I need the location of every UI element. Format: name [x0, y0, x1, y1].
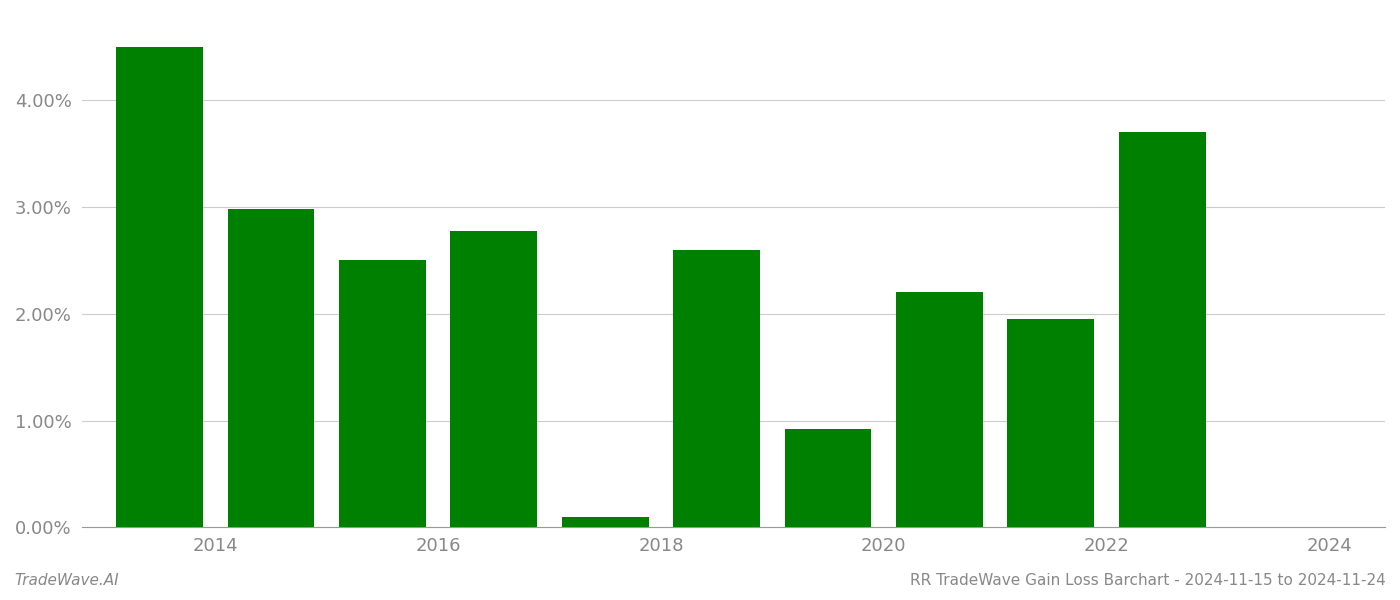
Bar — [784, 429, 871, 527]
Bar — [116, 47, 203, 527]
Text: RR TradeWave Gain Loss Barchart - 2024-11-15 to 2024-11-24: RR TradeWave Gain Loss Barchart - 2024-1… — [910, 573, 1386, 588]
Bar — [228, 209, 315, 527]
Bar — [451, 230, 538, 527]
Bar — [673, 250, 760, 527]
Bar — [896, 292, 983, 527]
Text: TradeWave.AI: TradeWave.AI — [14, 573, 119, 588]
Bar — [1119, 133, 1205, 527]
Bar — [561, 517, 648, 527]
Bar — [1008, 319, 1095, 527]
Bar — [339, 260, 426, 527]
